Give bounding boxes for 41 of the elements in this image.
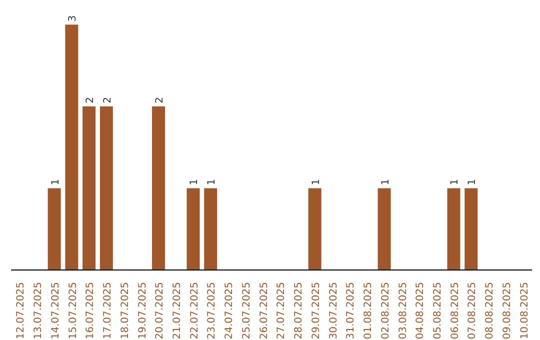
- data-label: 2: [154, 97, 166, 104]
- x-tick-label: 24.07.2025: [224, 282, 236, 340]
- x-tick-label: 09.08.2025: [502, 282, 513, 340]
- x-tick-label: 29.07.2025: [310, 282, 322, 340]
- x-tick-label: 28.07.2025: [294, 282, 305, 340]
- x-tick-label: 12.07.2025: [16, 282, 27, 340]
- x-tick-label: 13.07.2025: [33, 282, 44, 340]
- x-tick-label: 31.07.2025: [346, 282, 357, 340]
- x-tick-label: 16.07.2025: [85, 282, 96, 340]
- x-tick-label: 23.07.2025: [206, 282, 218, 340]
- data-label: 1: [310, 178, 322, 186]
- data-label: 1: [206, 178, 218, 186]
- x-tick-label: 27.07.2025: [276, 282, 288, 340]
- data-label: 2: [102, 97, 114, 104]
- data-label: 1: [450, 178, 461, 186]
- x-tick-label: 05.08.2025: [432, 282, 444, 340]
- x-tick-label: 26.07.2025: [258, 282, 270, 340]
- x-tick-label: 14.07.2025: [50, 282, 62, 340]
- x-tick-label: 21.07.2025: [172, 282, 183, 340]
- x-tick-label: 03.08.2025: [398, 282, 409, 340]
- x-tick-label: 15.07.2025: [68, 282, 79, 340]
- x-tick-label: 20.07.2025: [154, 282, 166, 340]
- data-label: 2: [85, 97, 96, 104]
- x-tick-label: 02.08.2025: [380, 282, 392, 340]
- x-tick-label: 10.08.2025: [519, 282, 530, 340]
- x-tick-label: 08.08.2025: [484, 282, 496, 340]
- x-tick-label: 06.08.2025: [450, 282, 461, 340]
- x-tick-label: 04.08.2025: [415, 282, 426, 340]
- data-label: 1: [50, 178, 62, 186]
- x-tick-label: 22.07.2025: [189, 282, 200, 340]
- x-tick-label: 30.07.2025: [328, 282, 340, 340]
- x-tick-label: 18.07.2025: [120, 282, 131, 340]
- x-tick-label: 25.07.2025: [241, 282, 252, 340]
- data-label: 1: [380, 178, 392, 186]
- x-tick-label: 01.08.2025: [363, 282, 374, 340]
- x-tick-label: 17.07.2025: [102, 282, 114, 340]
- data-label: 1: [189, 178, 200, 186]
- x-tick-label: 19.07.2025: [137, 282, 148, 340]
- x-tick-label: 07.08.2025: [467, 282, 478, 340]
- data-label: 1: [467, 178, 478, 186]
- data-label: 3: [68, 15, 79, 22]
